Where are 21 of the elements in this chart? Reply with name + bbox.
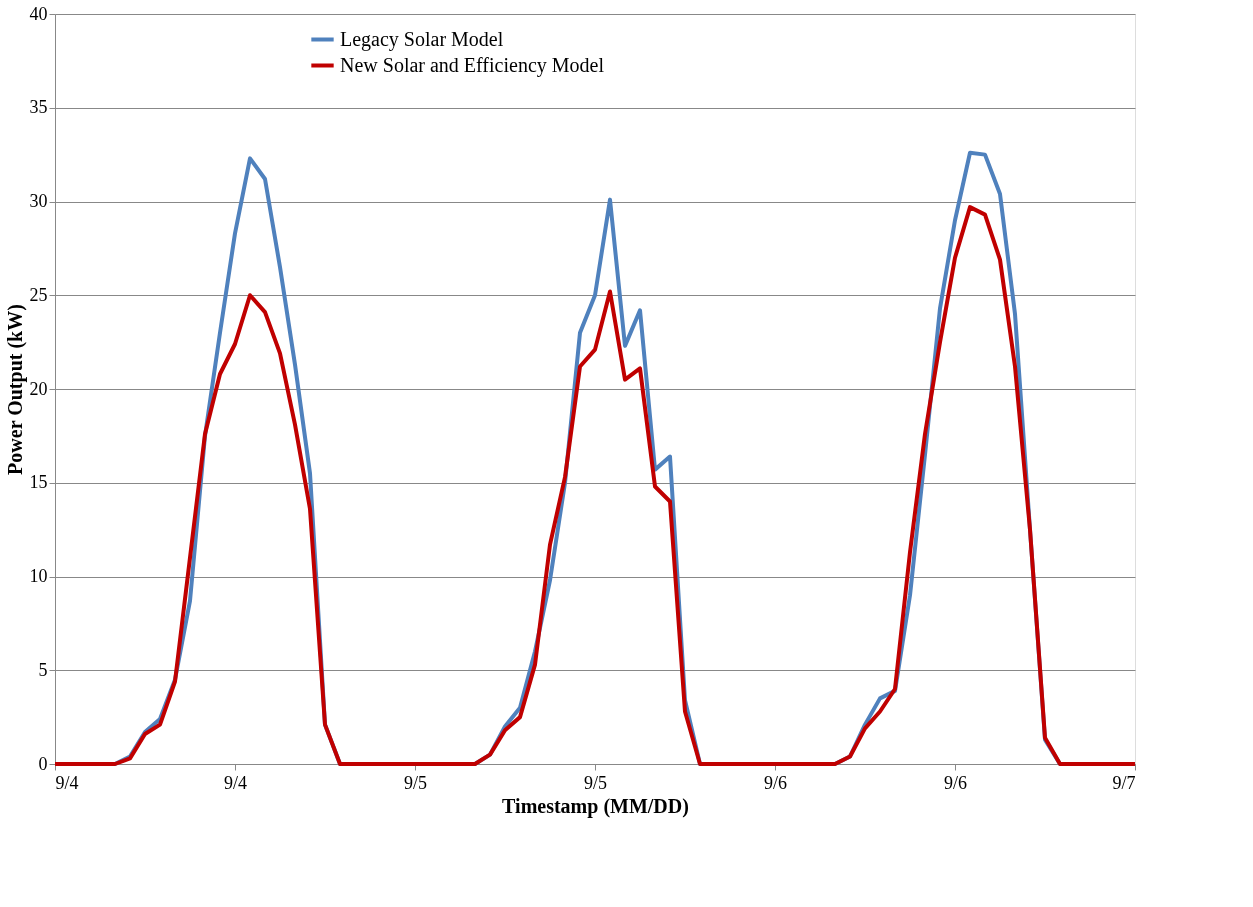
x-tick-label: 9/5 <box>583 772 608 793</box>
x-tick-label: 9/4 <box>55 772 79 793</box>
x-tick-label: 9/6 <box>763 772 788 793</box>
y-tick-label: 30 <box>29 191 48 211</box>
y-tick-label: 20 <box>29 378 48 399</box>
y-tick-label: 5 <box>38 659 48 680</box>
y-tick-label: 35 <box>29 97 48 118</box>
x-tick-label: 9/4 <box>223 772 248 793</box>
x-axis-title: Timestamp (MM/DD) <box>502 794 689 818</box>
x-tick-label: 9/7 <box>1112 772 1136 793</box>
legend-label: Legacy Solar Model <box>340 27 504 51</box>
x-tick-label: 9/6 <box>943 772 968 793</box>
y-tick-label: 10 <box>29 566 48 586</box>
y-tick-label: 40 <box>29 3 48 24</box>
x-tick-label: 9/5 <box>403 772 428 793</box>
y-tick-label: 25 <box>29 284 48 305</box>
line-series <box>53 205 1137 766</box>
y-tick-label: 0 <box>38 753 48 774</box>
y-tick-label: 15 <box>29 472 48 493</box>
y-axis-title: Power Output (kW) <box>3 304 27 475</box>
legend-label: New Solar and Efficiency Model <box>340 53 605 77</box>
